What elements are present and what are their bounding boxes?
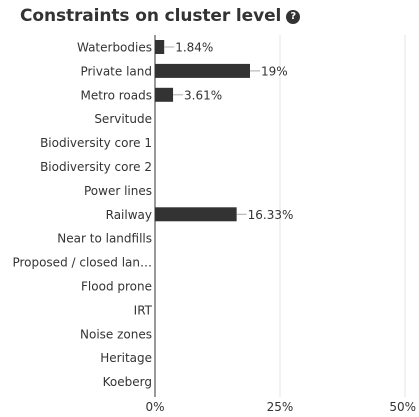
category-label: Private land xyxy=(80,64,152,78)
category-label: Biodiversity core 1 xyxy=(40,136,152,150)
category-label: Flood prone xyxy=(81,280,152,294)
category-label: Metro roads xyxy=(80,88,152,102)
category-label: Servitude xyxy=(94,112,152,126)
category-label: Power lines xyxy=(84,184,152,198)
category-label: Waterbodies xyxy=(77,41,152,55)
category-label: Proposed / closed lan… xyxy=(12,256,152,270)
chart-title: Constraints on cluster level xyxy=(20,6,282,26)
bar xyxy=(155,63,250,78)
x-tick-label: 50% xyxy=(389,400,416,414)
category-label: Biodiversity core 2 xyxy=(40,160,152,174)
data-label: 16.33% xyxy=(248,208,294,222)
category-label: IRT xyxy=(134,303,153,317)
bar xyxy=(155,40,165,54)
help-icon[interactable]: ? xyxy=(286,9,301,24)
data-label: 1.84% xyxy=(175,41,213,55)
chart-header: Constraints on cluster level ? xyxy=(20,6,301,26)
x-tick-label: 0% xyxy=(145,400,164,414)
category-label: Heritage xyxy=(100,351,152,365)
category-label: Koeberg xyxy=(103,375,152,389)
category-label: Noise zones xyxy=(80,327,152,341)
x-tick-label: 25% xyxy=(267,400,294,414)
data-label: 3.61% xyxy=(184,88,222,102)
category-label: Near to landfills xyxy=(57,232,152,246)
category-label: Railway xyxy=(106,208,152,222)
bar xyxy=(155,87,174,102)
data-label: 19% xyxy=(261,64,288,78)
bar xyxy=(155,207,237,222)
